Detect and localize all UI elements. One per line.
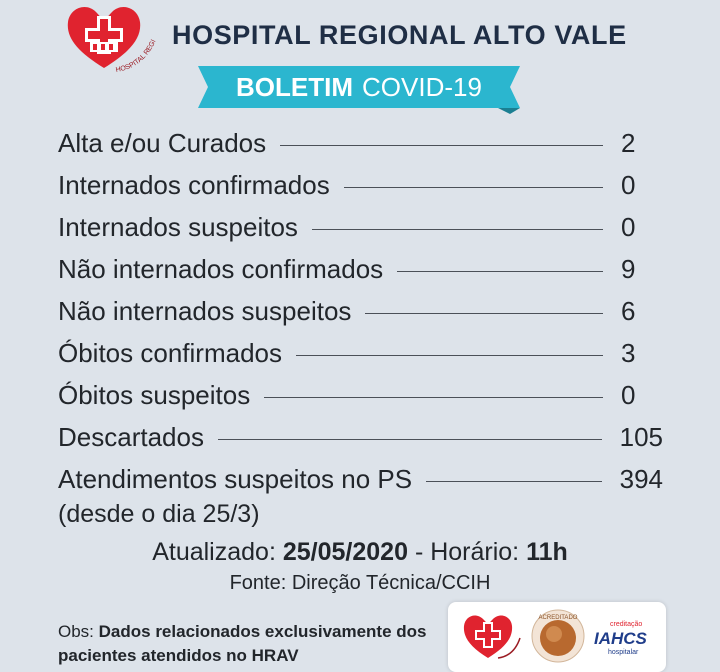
bulletin-title: BOLETIM COVID-19 xyxy=(198,66,520,108)
accreditation-seal-icon: ACREDITADO xyxy=(531,609,585,663)
stat-label: Óbitos suspeitos xyxy=(58,379,251,410)
stat-value: 9 xyxy=(621,253,636,284)
updated-prefix: Atualizado: xyxy=(152,538,276,566)
iahcs-main-text: IAHCS xyxy=(594,629,648,648)
stat-row-not-hospitalized-confirmed: Não internados confirmados 9 xyxy=(58,248,663,290)
updated-time-prefix: - Horário: xyxy=(414,538,520,566)
stat-label: Alta e/ou Curados xyxy=(58,127,267,158)
bulletin-title-rest: COVID-19 xyxy=(362,71,482,102)
stat-value: 0 xyxy=(621,211,636,242)
obs-text: Dados relacionados exclusivamente dos pa… xyxy=(58,622,427,665)
stat-row-not-hospitalized-suspected: Não internados suspeitos 6 xyxy=(58,290,663,332)
leader-line xyxy=(280,144,603,146)
stat-row-ps-suspected-visits: Atendimentos suspeitos no PS 394 xyxy=(58,458,663,500)
accreditation-badges: ACREDITADO creditação IAHCS hospitalar xyxy=(448,602,666,672)
iahcs-logo-icon: creditação IAHCS hospitalar xyxy=(594,621,648,656)
stat-row-deaths-confirmed: Óbitos confirmados 3 xyxy=(58,332,663,374)
leader-line xyxy=(217,438,602,440)
updated-date: 25/05/2020 xyxy=(282,538,408,566)
stat-value: 105 xyxy=(619,421,663,452)
stat-row-deaths-suspected: Óbitos suspeitos 0 xyxy=(58,374,663,416)
stat-value: 0 xyxy=(621,169,636,200)
leader-line xyxy=(343,186,603,188)
leader-line xyxy=(426,480,602,482)
header: HOSPITAL REGIONAL ALTO VALE HOSPITAL REG… xyxy=(0,0,720,74)
stat-value: 0 xyxy=(621,379,636,410)
seal-text: ACREDITADO xyxy=(539,615,578,621)
leader-line xyxy=(365,312,603,314)
observation-note: Obs: Dados relacionados exclusivamente d… xyxy=(58,620,458,668)
stat-label: Óbitos confirmados xyxy=(58,337,282,368)
stat-value: 6 xyxy=(621,295,636,326)
hospital-logo-icon: HOSPITAL REGIONAL ALTO VALE xyxy=(64,2,158,74)
stat-value: 3 xyxy=(621,337,636,368)
hospital-name: HOSPITAL REGIONAL ALTO VALE xyxy=(172,20,627,50)
ps-since-note: (desde o dia 25/3) xyxy=(58,500,260,528)
stat-value: 2 xyxy=(621,127,636,158)
ribbon-banner xyxy=(198,66,520,114)
stat-row-discarded: Descartados 105 xyxy=(58,416,663,458)
leader-line xyxy=(264,396,603,398)
stat-row-discharged: Alta e/ou Curados 2 xyxy=(58,122,663,164)
updated-time: 11h xyxy=(526,538,568,566)
last-updated: Atualizado: 25/05/2020 - Horário: 11h xyxy=(0,538,720,567)
iahcs-sub-text: hospitalar xyxy=(608,649,639,656)
stat-row-hospitalized-confirmed: Internados confirmados 0 xyxy=(58,164,663,206)
stat-label: Internados suspeitos xyxy=(58,211,298,242)
iahcs-top-text: creditação xyxy=(610,621,642,628)
stat-label: Descartados xyxy=(58,421,204,452)
obs-prefix: Obs: xyxy=(58,622,94,641)
leader-line xyxy=(311,228,603,230)
data-source: Fonte: Direção Técnica/CCIH xyxy=(229,572,491,594)
stat-label: Internados confirmados xyxy=(58,169,330,200)
stat-label: Não internados confirmados xyxy=(58,253,384,284)
stat-label: Não internados suspeitos xyxy=(58,295,352,326)
stat-label: Atendimentos suspeitos no PS xyxy=(58,463,413,494)
stat-row-hospitalized-suspected: Internados suspeitos 0 xyxy=(58,206,663,248)
leader-line xyxy=(295,354,603,356)
leader-line xyxy=(397,270,603,272)
stat-value: 394 xyxy=(619,463,663,494)
hospital-logo-small-icon xyxy=(463,615,521,659)
bulletin-title-strong: BOLETIM xyxy=(236,71,354,102)
